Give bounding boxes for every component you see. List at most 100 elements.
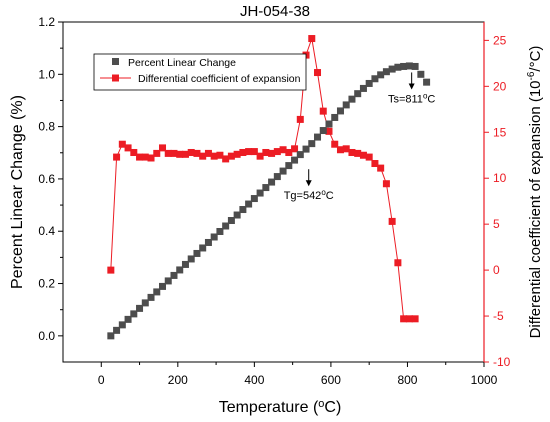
point-differential-coefficient: [256, 152, 264, 160]
point-differential-coefficient: [285, 148, 293, 156]
x-tick-label: 800: [397, 373, 417, 387]
point-differential-coefficient: [153, 149, 161, 157]
point-percent-linear-change: [388, 65, 396, 73]
point-percent-linear-change: [256, 189, 264, 197]
legend-label-percent-linear-change: Percent Linear Change: [128, 57, 236, 69]
point-percent-linear-change: [153, 288, 161, 296]
series-percent-linear-change: [107, 62, 431, 340]
point-percent-linear-change: [245, 200, 253, 208]
point-differential-coefficient: [400, 315, 408, 323]
legend-marker-differential-coefficient: [112, 74, 119, 82]
point-differential-coefficient: [319, 107, 327, 115]
point-percent-linear-change: [365, 79, 373, 87]
point-percent-linear-change: [141, 299, 149, 307]
point-percent-linear-change: [302, 145, 310, 153]
point-differential-coefficient: [222, 155, 230, 163]
point-differential-coefficient: [164, 149, 172, 157]
point-differential-coefficient: [348, 148, 356, 156]
point-percent-linear-change: [239, 206, 247, 214]
point-differential-coefficient: [314, 69, 322, 77]
point-percent-linear-change: [405, 62, 413, 70]
point-percent-linear-change: [233, 211, 241, 219]
x-tick-label: 0: [98, 373, 105, 387]
point-differential-coefficient: [107, 266, 115, 274]
point-percent-linear-change: [348, 95, 356, 103]
point-percent-linear-change: [319, 127, 327, 135]
point-differential-coefficient: [365, 153, 373, 161]
point-differential-coefficient: [279, 146, 287, 154]
point-differential-coefficient: [388, 217, 396, 225]
point-percent-linear-change: [417, 70, 425, 78]
point-differential-coefficient: [291, 145, 299, 153]
y2-tick-label: 20: [493, 79, 507, 93]
point-percent-linear-change: [359, 84, 367, 92]
point-percent-linear-change: [371, 75, 379, 83]
point-percent-linear-change: [262, 184, 270, 192]
point-differential-coefficient: [268, 149, 276, 157]
point-percent-linear-change: [285, 162, 293, 170]
point-percent-linear-change: [342, 101, 350, 109]
point-differential-coefficient: [342, 145, 350, 153]
point-differential-coefficient: [245, 148, 253, 156]
point-differential-coefficient: [331, 140, 339, 148]
point-differential-coefficient: [239, 148, 247, 156]
legend-marker-percent-linear-change: [112, 58, 119, 65]
point-percent-linear-change: [268, 178, 276, 186]
point-percent-linear-change: [204, 238, 212, 246]
x-tick-label: 1000: [471, 373, 498, 387]
point-differential-coefficient: [227, 152, 235, 160]
point-differential-coefficient: [199, 152, 207, 160]
point-percent-linear-change: [411, 62, 419, 70]
point-differential-coefficient: [359, 151, 367, 159]
point-differential-coefficient: [377, 164, 385, 172]
point-differential-coefficient: [147, 154, 155, 162]
y-axis-label-right: Differential coefficient of expansion (1…: [526, 46, 544, 339]
y2-tick-label: 25: [493, 33, 507, 47]
point-differential-coefficient: [141, 153, 149, 161]
y-tick-label: 0.6: [38, 172, 55, 186]
y-tick-label: 0.0: [38, 329, 55, 343]
point-percent-linear-change: [136, 304, 144, 312]
point-percent-linear-change: [377, 71, 385, 79]
point-percent-linear-change: [113, 326, 121, 334]
point-differential-coefficient: [296, 115, 304, 123]
point-differential-coefficient: [159, 144, 167, 152]
point-differential-coefficient: [130, 148, 138, 156]
point-percent-linear-change: [308, 140, 316, 148]
annotation-arrow-head: [305, 180, 312, 187]
point-differential-coefficient: [216, 151, 224, 159]
point-differential-coefficient: [204, 149, 212, 157]
point-percent-linear-change: [181, 260, 189, 268]
point-differential-coefficient: [308, 35, 316, 43]
point-differential-coefficient: [124, 144, 132, 152]
point-differential-coefficient: [411, 315, 419, 323]
point-percent-linear-change: [279, 167, 287, 175]
y2-tick-label: 0: [493, 263, 500, 277]
point-percent-linear-change: [227, 217, 235, 225]
point-percent-linear-change: [164, 277, 172, 285]
y2-tick-label: 5: [493, 217, 500, 231]
point-percent-linear-change: [147, 293, 155, 301]
point-differential-coefficient: [233, 150, 241, 158]
point-differential-coefficient: [136, 153, 144, 161]
y2-tick-label: -10: [493, 355, 511, 369]
point-differential-coefficient: [210, 152, 218, 160]
point-percent-linear-change: [325, 120, 333, 128]
x-tick-label: 200: [168, 373, 188, 387]
point-percent-linear-change: [216, 227, 224, 235]
legend: Percent Linear Change Differential coeff…: [93, 53, 307, 91]
y-tick-label: 0.4: [38, 224, 55, 238]
point-percent-linear-change: [170, 271, 178, 279]
annotations: Tg=542oC Ts=811oC: [284, 72, 435, 202]
point-differential-coefficient: [181, 150, 189, 158]
point-differential-coefficient: [325, 127, 333, 135]
point-percent-linear-change: [296, 151, 304, 159]
point-differential-coefficient: [262, 148, 270, 156]
point-differential-coefficient: [394, 259, 402, 267]
point-percent-linear-change: [382, 68, 390, 76]
point-percent-linear-change: [159, 282, 167, 290]
point-percent-linear-change: [222, 222, 230, 230]
point-percent-linear-change: [423, 78, 431, 86]
point-percent-linear-change: [193, 249, 201, 257]
